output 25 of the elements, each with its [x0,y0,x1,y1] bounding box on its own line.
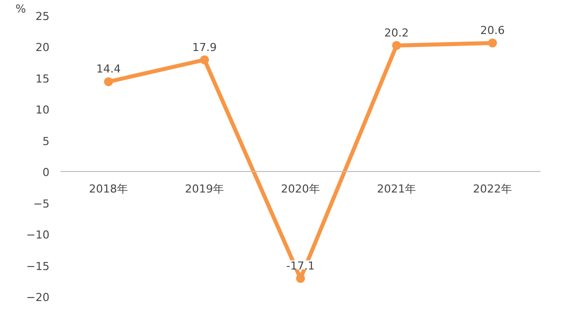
data-label: -17.1 [286,259,315,272]
y-tick-label: −5 [33,197,50,210]
data-label: 20.6 [480,24,505,37]
y-tick-label: 15 [36,72,50,86]
y-tick-label: −20 [26,291,50,304]
y-axis-title: % [16,2,26,16]
y-tick-label: −10 [26,228,50,242]
y-tick-label: 0 [42,166,50,180]
point [200,55,209,64]
y-tick-label: 10 [36,104,50,117]
y-tick-label: 20 [36,41,50,54]
point [104,77,113,86]
data-label: 20.2 [384,26,409,40]
x-tick-label: 2019年 [185,182,224,196]
y-tick-label: 5 [42,134,50,148]
x-tick-label: 2021年 [377,182,416,196]
y-tick-label: −15 [26,260,50,273]
x-tick-label: 2022年 [473,182,512,196]
x-tick-label: 2020年 [281,182,320,196]
y-tick-label: 25 [36,10,50,23]
data-label: 14.4 [96,62,121,76]
data-label: 17.9 [192,40,217,54]
point [392,40,401,50]
x-tick-label: 2018年 [89,182,128,196]
point [488,38,497,48]
